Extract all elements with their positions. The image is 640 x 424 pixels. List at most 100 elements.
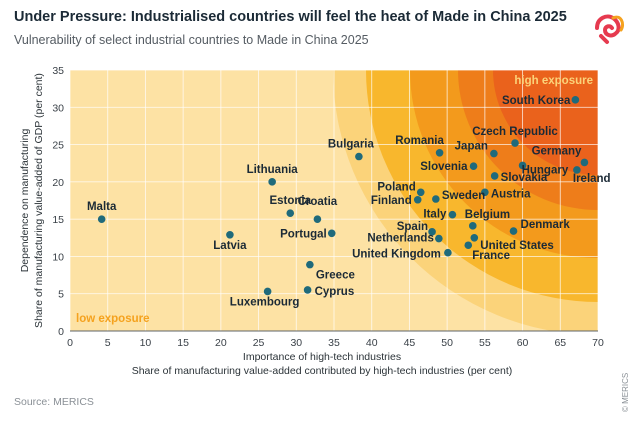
point-malta <box>97 215 106 223</box>
label-sweden: Sweden <box>442 190 485 202</box>
label-belgium: Belgium <box>465 209 510 221</box>
label-slovakia: Slovakia <box>501 172 548 184</box>
label-italy: Italy <box>423 209 447 221</box>
point-japan <box>490 149 498 158</box>
chart-title: Under Pressure: Industrialised countries… <box>14 9 567 25</box>
x-axis-sublabel: Share of manufacturing value-added contr… <box>132 365 513 377</box>
x-tick-label: 70 <box>592 337 604 349</box>
x-tick-label: 15 <box>177 337 189 349</box>
x-axis-label: Importance of high-tech industries <box>243 351 401 363</box>
point-luxembourg <box>263 287 272 296</box>
y-tick-label: 5 <box>58 289 64 301</box>
point-poland <box>416 188 425 197</box>
point-romania <box>435 148 444 157</box>
y-tick-label: 35 <box>52 65 64 77</box>
label-denmark: Denmark <box>521 219 571 231</box>
point-czech-republic <box>511 139 519 147</box>
y-axis-sublabel: Share of manufacturing value-added of GD… <box>33 73 45 328</box>
point-france <box>464 241 473 250</box>
point-germany <box>580 158 589 167</box>
label-croatia: Croatia <box>298 196 338 208</box>
y-tick-label: 30 <box>52 102 64 114</box>
x-tick-label: 40 <box>366 337 378 349</box>
x-tick-label: 25 <box>253 337 265 349</box>
point-belgium <box>468 222 477 230</box>
point-bulgaria <box>355 152 363 161</box>
x-tick-label: 45 <box>404 337 416 349</box>
point-finland <box>413 195 422 204</box>
label-united-kingdom: United Kingdom <box>352 249 441 261</box>
label-united-states: United States <box>480 240 553 252</box>
x-tick-label: 55 <box>479 337 491 349</box>
chart-subtitle: Vulnerability of select industrial count… <box>14 33 369 47</box>
point-netherlands <box>435 234 443 243</box>
label-portugal: Portugal <box>280 228 327 240</box>
label-finland: Finland <box>371 195 412 207</box>
x-tick-label: 35 <box>328 337 340 349</box>
y-tick-label: 15 <box>52 214 64 226</box>
label-poland: Poland <box>377 181 415 193</box>
label-malta: Malta <box>87 201 117 213</box>
point-sweden <box>432 195 440 203</box>
chart-grid <box>69 69 599 332</box>
x-tick-label: 50 <box>441 337 453 349</box>
point-ireland <box>573 166 581 174</box>
point-united-kingdom <box>444 248 452 257</box>
merics-logo-icon <box>595 14 625 44</box>
x-tick-label: 0 <box>67 337 73 349</box>
label-hungary: Hungary <box>522 164 569 176</box>
label-czech-republic: Czech Republic <box>472 126 558 138</box>
y-tick-label: 20 <box>52 177 64 189</box>
label-south-korea: South Korea <box>502 95 571 107</box>
label-slovenia: Slovenia <box>420 161 468 173</box>
x-tick-label: 30 <box>290 337 302 349</box>
point-slovenia <box>469 162 478 170</box>
point-hungary <box>518 161 527 170</box>
point-austria <box>481 188 489 197</box>
label-latvia: Latvia <box>213 240 247 252</box>
label-romania: Romania <box>395 135 444 147</box>
low-exposure-annotation: low exposure <box>76 313 150 325</box>
point-italy <box>448 210 457 219</box>
point-croatia <box>313 215 322 223</box>
point-united-states <box>470 233 479 242</box>
x-tick-label: 5 <box>105 337 111 349</box>
y-tick-label: 0 <box>58 326 64 338</box>
label-lithuania: Lithuania <box>247 164 299 176</box>
point-spain <box>428 228 436 236</box>
copyright-note: © MERICS <box>621 372 630 412</box>
point-cyprus <box>303 286 312 294</box>
point-estonia <box>286 209 295 217</box>
high-exposure-annotation: high exposure <box>514 75 593 87</box>
point-portugal <box>327 229 336 238</box>
data-labels: Malta Latvia Lithuania Estonia Portugal Croat… <box>87 95 611 309</box>
exposure-zones <box>70 70 598 331</box>
label-germany: Germany <box>532 145 582 157</box>
label-spain: Spain <box>397 221 428 233</box>
point-greece <box>306 260 314 269</box>
label-bulgaria: Bulgaria <box>328 139 375 151</box>
label-greece: Greece <box>316 270 355 282</box>
point-denmark <box>509 227 518 235</box>
label-luxembourg: Luxembourg <box>230 296 300 308</box>
y-axis-label: Dependence on manufacturing <box>19 129 31 273</box>
x-tick-label: 65 <box>554 337 566 349</box>
data-points <box>97 96 589 296</box>
point-south-korea <box>571 96 580 104</box>
chart-axes: 0 5 10 15 20 25 30 35 40 45 50 55 60 65 70 0 5 10 15 20 25 30… <box>52 65 604 349</box>
label-ireland: Ireland <box>573 173 611 185</box>
x-tick-label: 20 <box>215 337 227 349</box>
label-estonia: Estonia <box>269 195 311 207</box>
point-latvia <box>226 231 234 239</box>
label-austria: Austria <box>491 188 531 200</box>
source-note: Source: MERICS <box>14 396 94 408</box>
label-japan: Japan <box>455 141 488 153</box>
y-tick-label: 10 <box>52 251 64 263</box>
x-tick-label: 10 <box>140 337 152 349</box>
label-france: France <box>472 250 510 262</box>
y-tick-label: 25 <box>52 140 64 152</box>
point-slovakia <box>490 172 499 180</box>
point-lithuania <box>268 178 276 186</box>
label-netherlands: Netherlands <box>367 233 433 245</box>
